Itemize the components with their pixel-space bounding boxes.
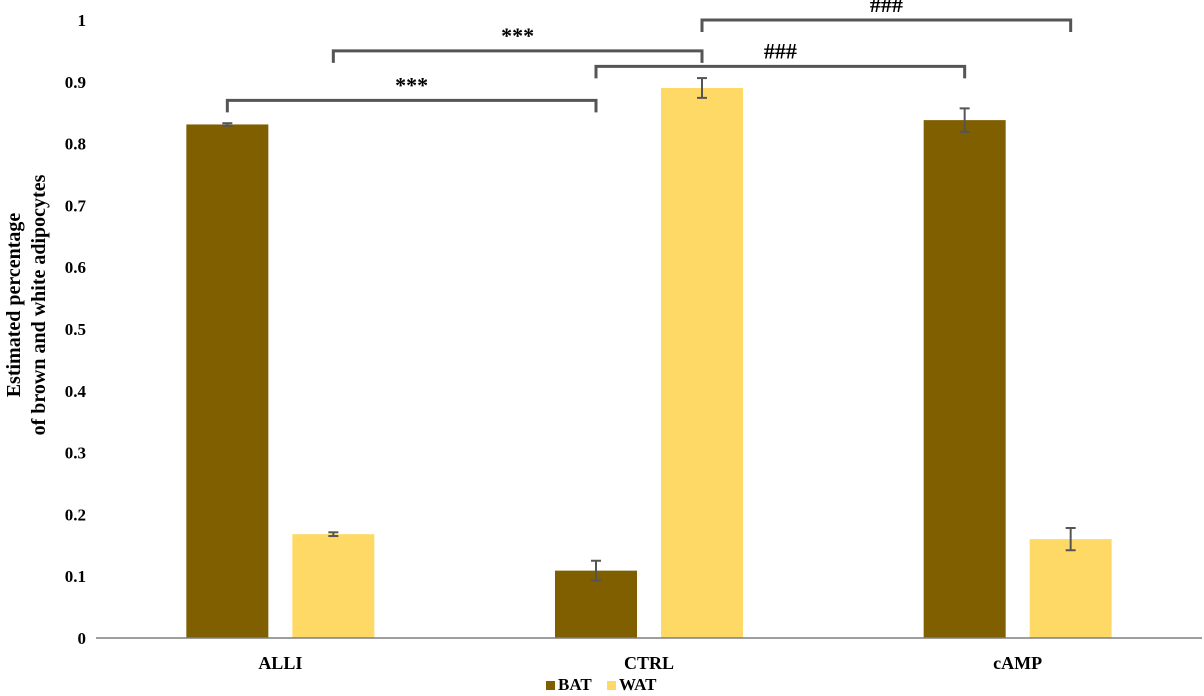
bar-bat-alli bbox=[186, 124, 269, 638]
legend-swatch-bat bbox=[546, 681, 555, 690]
significance-label: *** bbox=[395, 72, 428, 97]
y-tick-label: 0 bbox=[78, 629, 87, 648]
y-axis-ticks: 0 0.1 0.2 0.3 0.4 0.5 0.6 0.7 0.8 0.9 1 bbox=[65, 11, 87, 648]
y-tick-label: 0.1 bbox=[65, 567, 86, 586]
y-tick-label: 0.7 bbox=[65, 196, 87, 215]
legend-label-wat: WAT bbox=[619, 675, 657, 694]
significance-bracket bbox=[331, 49, 704, 63]
legend-label-bat: BAT bbox=[558, 675, 592, 694]
y-axis-label-line-2: of brown and white adipocytes bbox=[28, 174, 50, 435]
y-tick-label: 0.8 bbox=[65, 135, 86, 154]
y-tick-label: 0.4 bbox=[65, 382, 87, 401]
legend-swatch-wat bbox=[607, 681, 616, 690]
bar-wat-ctrl bbox=[661, 87, 743, 639]
y-axis-label: Estimated percentage of brown and white … bbox=[3, 174, 50, 435]
significance-bracket bbox=[700, 18, 1073, 32]
x-tick-label: ALLI bbox=[258, 653, 302, 673]
x-tick-label: cAMP bbox=[993, 653, 1042, 673]
legend: BAT WAT bbox=[546, 675, 657, 694]
significance-label: *** bbox=[501, 23, 534, 48]
significance-annotations: *** *** ### ### bbox=[225, 0, 1073, 113]
y-axis-label-line-1: Estimated percentage bbox=[3, 213, 25, 398]
significance-label: ### bbox=[870, 0, 903, 17]
bar-wat-alli bbox=[292, 534, 375, 638]
bar-bat-ctrl bbox=[555, 570, 637, 638]
y-tick-label: 0.6 bbox=[65, 258, 86, 277]
bar-wat-camp bbox=[1029, 539, 1112, 638]
error-bars bbox=[222, 77, 1076, 582]
y-tick-label: 0.5 bbox=[65, 320, 86, 339]
y-tick-label: 0.3 bbox=[65, 444, 86, 463]
bars bbox=[186, 87, 1112, 639]
x-axis-category-labels: ALLI CTRL cAMP bbox=[258, 653, 1042, 673]
y-tick-label: 0.2 bbox=[65, 505, 86, 524]
y-tick-label: 0.9 bbox=[65, 73, 86, 92]
significance-bracket bbox=[594, 64, 967, 79]
significance-bracket bbox=[225, 98, 598, 113]
significance-label: ### bbox=[764, 38, 797, 63]
bar-bat-camp bbox=[923, 120, 1006, 639]
y-tick-label: 1 bbox=[78, 11, 87, 30]
x-tick-label: CTRL bbox=[624, 653, 674, 673]
